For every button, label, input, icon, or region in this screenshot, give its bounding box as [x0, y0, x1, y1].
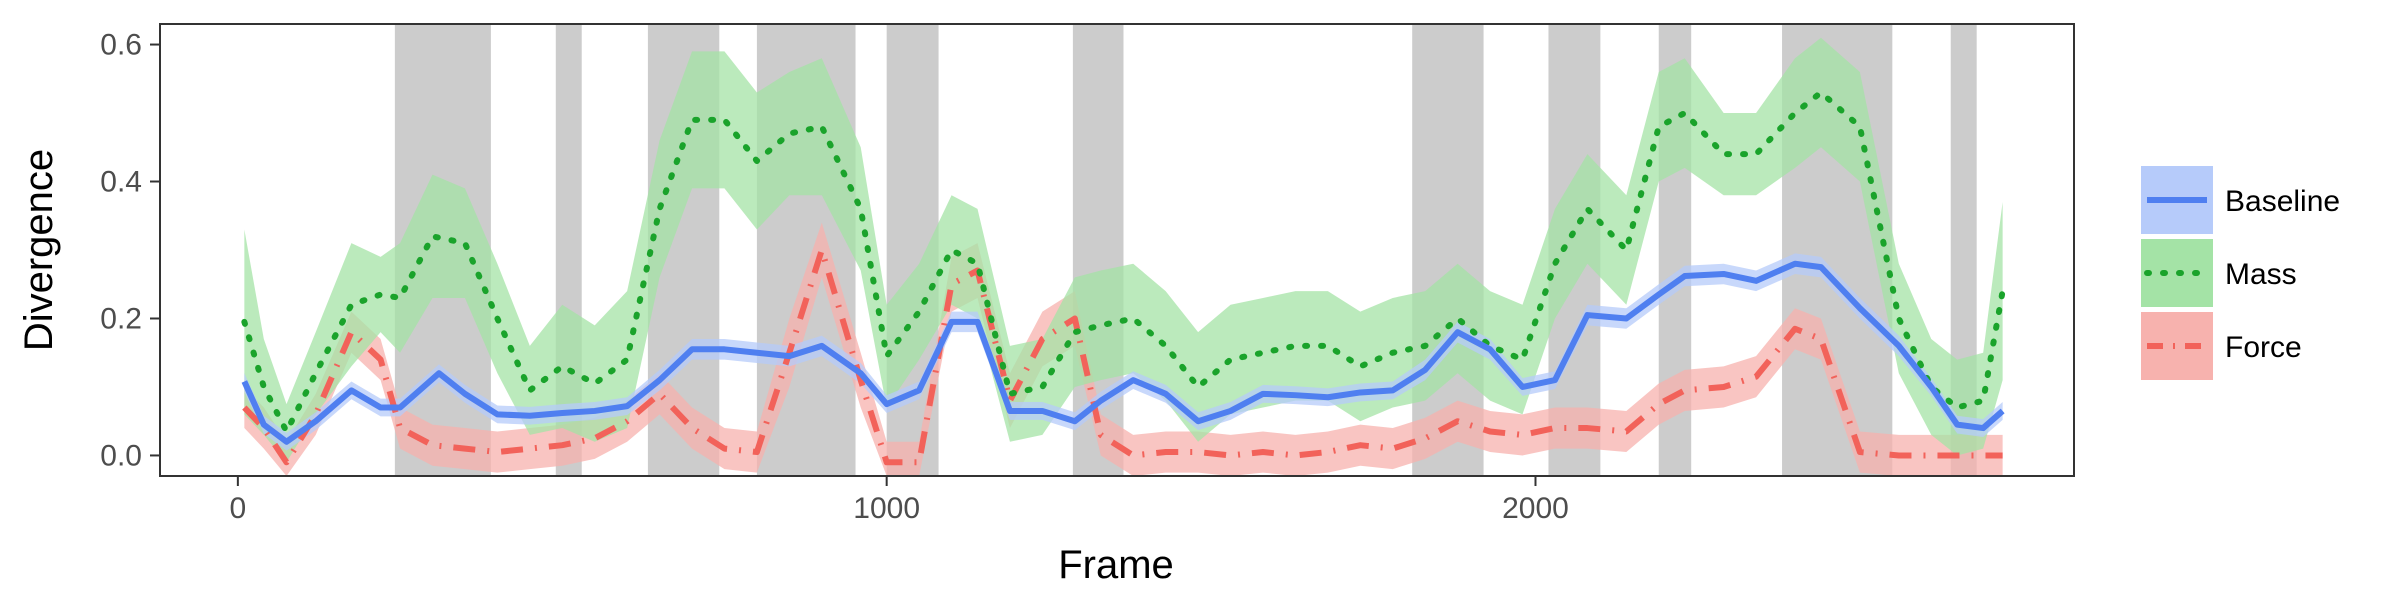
x-axis: 0 1000 2000	[230, 476, 1569, 525]
force-band	[244, 222, 2003, 476]
y-axis-title: Divergence	[17, 149, 61, 351]
x-tick-label: 0	[230, 492, 247, 525]
y-tick-label: 0.0	[100, 439, 142, 472]
y-tick-label: 0.2	[100, 302, 142, 335]
plot-border	[159, 23, 2075, 477]
y-axis: 0.0 0.2 0.4 0.6	[100, 29, 160, 472]
legend-label-force: Force	[2225, 331, 2302, 364]
legend-label-baseline: Baseline	[2225, 185, 2340, 218]
legend: Baseline Mass Force	[2141, 166, 2340, 380]
baseline-line	[241, 260, 2005, 445]
x-tick-label: 2000	[1502, 492, 1569, 525]
x-tick-label: 1000	[853, 492, 920, 525]
x-axis-title: Frame	[1058, 543, 1174, 587]
y-tick-label: 0.6	[100, 29, 142, 62]
series-lines	[241, 89, 2006, 466]
force-line	[242, 247, 2003, 466]
y-tick-label: 0.4	[100, 166, 142, 199]
legend-label-mass: Mass	[2225, 258, 2297, 291]
